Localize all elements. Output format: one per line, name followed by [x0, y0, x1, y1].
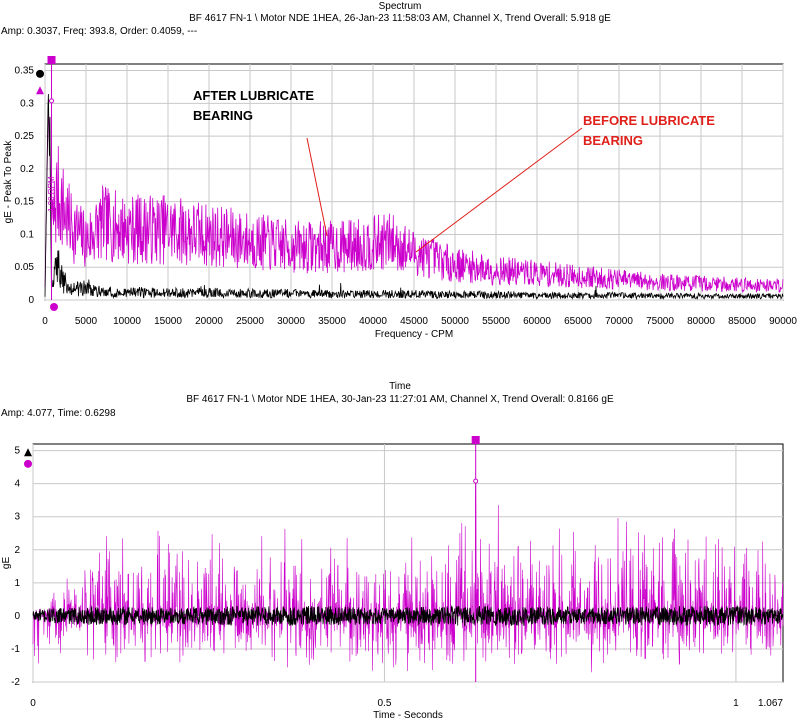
time-y-tick-label: -2: [11, 677, 20, 688]
time-title: Time: [389, 381, 411, 392]
spectrum-subtitle: BF 4617 FN-1 \ Motor NDE 1HEA, 26-Jan-23…: [189, 13, 611, 24]
spectrum-y-tick-label: 0.05: [15, 262, 35, 273]
spectrum-black-marker: [36, 69, 44, 78]
spectrum-y-tick-label: 0.25: [15, 131, 35, 142]
spectrum-y-tick-label: 0.15: [15, 197, 35, 208]
time-y-tick-label: -1: [11, 644, 20, 655]
before-annotation-line-1: BEFORE LUBRICATE: [583, 113, 715, 128]
spectrum-y-tick-label: 0: [28, 295, 34, 306]
spectrum-x-tick-label: 50000: [441, 316, 469, 327]
time-x-axis-label: Time - Seconds: [373, 710, 443, 721]
spectrum-x-tick-label: 60000: [523, 316, 551, 327]
after-lubricate-annotation: AFTER LUBRICATE BEARING: [193, 86, 314, 126]
spectrum-x-tick-label: 25000: [236, 316, 264, 327]
before-annotation-line: [415, 127, 583, 253]
time-y-tick-label: 0: [14, 611, 20, 622]
time-markers: [24, 436, 480, 682]
time-x-tick-label: 1.067: [758, 698, 783, 709]
spectrum-x-tick-label: 45000: [400, 316, 428, 327]
time-y-tick-label: 4: [14, 479, 20, 490]
time-chart[interactable]: 0 0.5 1 1.067 -2 -1 0 1 2 3 4 5 Time - Seconds gE: [1, 436, 784, 721]
spectrum-chart[interactable]: 0 5000 10000 15000 20000 25000 30000 35000 40000…: [3, 56, 797, 340]
spectrum-x-tick-label: 80000: [687, 316, 715, 327]
time-series-magenta: [32, 480, 784, 673]
spectrum-x-tick-label: 90000: [769, 316, 797, 327]
spectrum-series-magenta: [44, 109, 784, 293]
spectrum-x-tick-label: 35000: [318, 316, 346, 327]
spectrum-y-tick-label: 0.1: [20, 229, 34, 240]
spectrum-cursor-point: [49, 98, 55, 104]
time-x-tick-label: 1: [733, 698, 739, 709]
spectrum-x-tick-label: 55000: [482, 316, 510, 327]
spectrum-x-tick-label: 85000: [728, 316, 756, 327]
spectrum-peak-label: 1.00 RPM: [47, 176, 56, 212]
time-y-tick-label: 3: [14, 512, 20, 523]
spectrum-x-tick-label: 5000: [75, 316, 98, 327]
after-annotation-line-2: BEARING: [193, 108, 253, 123]
spectrum-y-tick-label: 0.3: [20, 98, 34, 109]
spectrum-x-tick-label: 75000: [646, 316, 674, 327]
spectrum-x-marker: [50, 303, 58, 311]
time-tick-labels: 0 0.5 1 1.067 -2 -1 0 1 2 3 4 5: [11, 446, 783, 709]
spectrum-magenta-marker: [36, 86, 44, 95]
spectrum-traces: [44, 93, 784, 301]
spectrum-y-tick-label: 0.35: [15, 66, 35, 77]
spectrum-cursor-handle[interactable]: [47, 56, 56, 64]
time-x-tick-label: 0: [30, 698, 36, 709]
spectrum-y-axis-label: gE - Peak To Peak: [3, 140, 14, 224]
spectrum-grid: [44, 64, 784, 301]
time-y-tick-label: 2: [14, 545, 20, 556]
time-y-axis-label: gE: [1, 557, 12, 570]
time-y-tick-label: 1: [14, 578, 20, 589]
time-cursor-handle[interactable]: [471, 436, 480, 444]
time-y-tick-label: 5: [14, 446, 20, 457]
spectrum-y-tick-label: 0.2: [20, 164, 34, 175]
spectrum-x-tick-label: 65000: [564, 316, 592, 327]
time-subtitle: BF 4617 FN-1 \ Motor NDE 1HEA, 30-Jan-23…: [186, 394, 614, 405]
time-black-marker: [24, 448, 32, 457]
time-readout: Amp: 4.077, Time: 0.6298: [1, 408, 116, 419]
spectrum-x-axis-label: Frequency - CPM: [375, 329, 453, 340]
spectrum-title: Spectrum: [378, 1, 422, 12]
spectrum-x-tick-label: 0: [42, 316, 48, 327]
spectrum-x-tick-label: 15000: [154, 316, 182, 327]
spectrum-series-black: [44, 93, 784, 301]
after-annotation-line: [306, 137, 328, 237]
time-magenta-marker: [24, 459, 32, 468]
before-lubricate-annotation: BEFORE LUBRICATE BEARING: [583, 111, 715, 151]
time-cursor-point: [473, 478, 479, 484]
time-series-black: [32, 604, 784, 627]
after-annotation-line-1: AFTER LUBRICATE: [193, 88, 315, 103]
time-x-tick-label: 0.5: [377, 698, 391, 709]
spectrum-x-tick-label: 70000: [605, 316, 633, 327]
spectrum-readout: Amp: 0.3037, Freq: 393.8, Order: 0.4059,…: [1, 26, 198, 37]
spectrum-x-tick-label: 10000: [113, 316, 141, 327]
spectrum-x-tick-label: 30000: [277, 316, 305, 327]
time-traces: [32, 480, 784, 673]
spectrum-tick-labels: 0 5000 10000 15000 20000 25000 30000 35000 40000…: [15, 66, 798, 327]
before-annotation-line-2: BEARING: [583, 133, 643, 148]
spectrum-x-tick-label: 20000: [195, 316, 223, 327]
spectrum-markers: [36, 56, 58, 311]
spectrum-x-tick-label: 40000: [359, 316, 387, 327]
